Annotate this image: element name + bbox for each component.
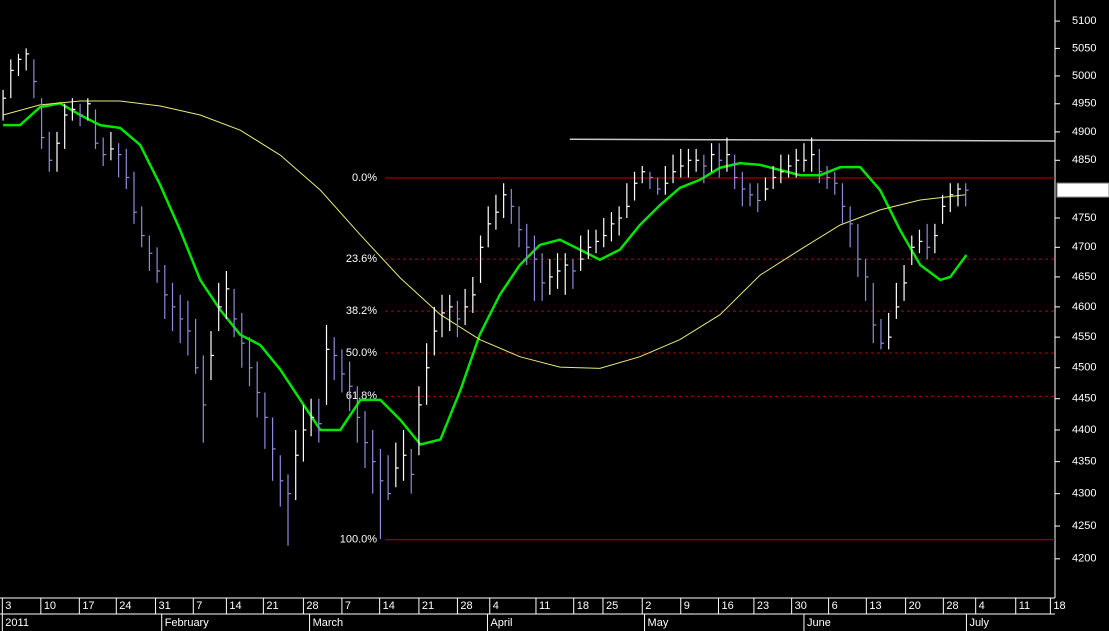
y-tick-label: 5000 [1072, 70, 1096, 82]
x-tick-label: 7 [345, 600, 351, 612]
x-tick-label: 23 [757, 600, 769, 612]
last-price-box [1056, 182, 1109, 198]
month-label: February [165, 617, 210, 629]
month-label: July [969, 617, 989, 629]
month-label: 2011 [5, 617, 29, 629]
fib-label: 100.0% [340, 534, 378, 546]
x-tick-label: 28 [306, 600, 318, 612]
x-tick-label: 14 [383, 600, 395, 612]
x-tick-label: 11 [539, 600, 550, 612]
month-label: March [313, 617, 344, 629]
resistance-line [569, 138, 1056, 142]
x-tick-label: 4 [493, 600, 499, 612]
y-tick-label: 4550 [1072, 331, 1096, 343]
y-tick-label: 4600 [1072, 301, 1096, 313]
x-tick-label: 14 [229, 600, 241, 612]
y-tick-label: 4400 [1072, 424, 1096, 436]
x-tick-label: 31 [159, 600, 171, 612]
y-tick-label: 4200 [1072, 553, 1096, 565]
x-tick-label: 3 [5, 600, 11, 612]
x-tick-label: 16 [721, 600, 733, 612]
x-tick-label: 18 [577, 600, 589, 612]
x-tick-label: 11 [1019, 600, 1030, 612]
moving-average [3, 101, 968, 446]
x-tick-label: 21 [422, 600, 434, 612]
y-tick-label: 4700 [1072, 241, 1096, 253]
x-tick-label: 21 [266, 600, 278, 612]
month-label: June [807, 617, 831, 629]
x-tick-label: 9 [684, 600, 690, 612]
fib-label: 38.2% [346, 305, 377, 317]
x-tick-label: 17 [82, 600, 94, 612]
x-tick-label: 13 [869, 600, 881, 612]
x-tick-label: 6 [832, 600, 838, 612]
y-tick-label: 4650 [1072, 271, 1096, 283]
fib-label: 0.0% [352, 172, 377, 184]
x-tick-label: 28 [460, 600, 472, 612]
y-tick-label: 4950 [1072, 98, 1096, 110]
y-tick-label: 4750 [1072, 212, 1096, 224]
y-tick-label: 4500 [1072, 362, 1096, 374]
x-tick-label: 20 [909, 600, 921, 612]
x-tick-label: 24 [119, 600, 131, 612]
y-tick-label: 5100 [1072, 15, 1096, 27]
moving-average [2, 100, 966, 369]
y-tick-label: 4300 [1072, 488, 1096, 500]
last-price-label: 4798.118 [1060, 184, 1105, 196]
fib-label: 23.6% [346, 253, 377, 265]
y-tick-label: 4850 [1072, 154, 1096, 166]
x-tick-label: 28 [946, 600, 958, 612]
x-tick-label: 18 [1053, 600, 1065, 612]
month-label: April [490, 617, 512, 629]
x-tick-label: 7 [196, 600, 202, 612]
x-tick-label: 25 [606, 600, 618, 612]
y-tick-label: 4900 [1072, 126, 1096, 138]
y-tick-label: 4450 [1072, 393, 1096, 405]
x-tick-label: 30 [795, 600, 807, 612]
x-tick-label: 2 [645, 600, 651, 612]
x-tick-label: 10 [44, 600, 56, 612]
x-tick-label: 4 [979, 600, 985, 612]
y-tick-label: 5050 [1072, 42, 1096, 54]
month-label: May [648, 617, 669, 629]
y-tick-label: 4250 [1072, 520, 1096, 532]
y-tick-label: 4350 [1072, 456, 1096, 468]
fib-label: 50.0% [346, 347, 377, 359]
